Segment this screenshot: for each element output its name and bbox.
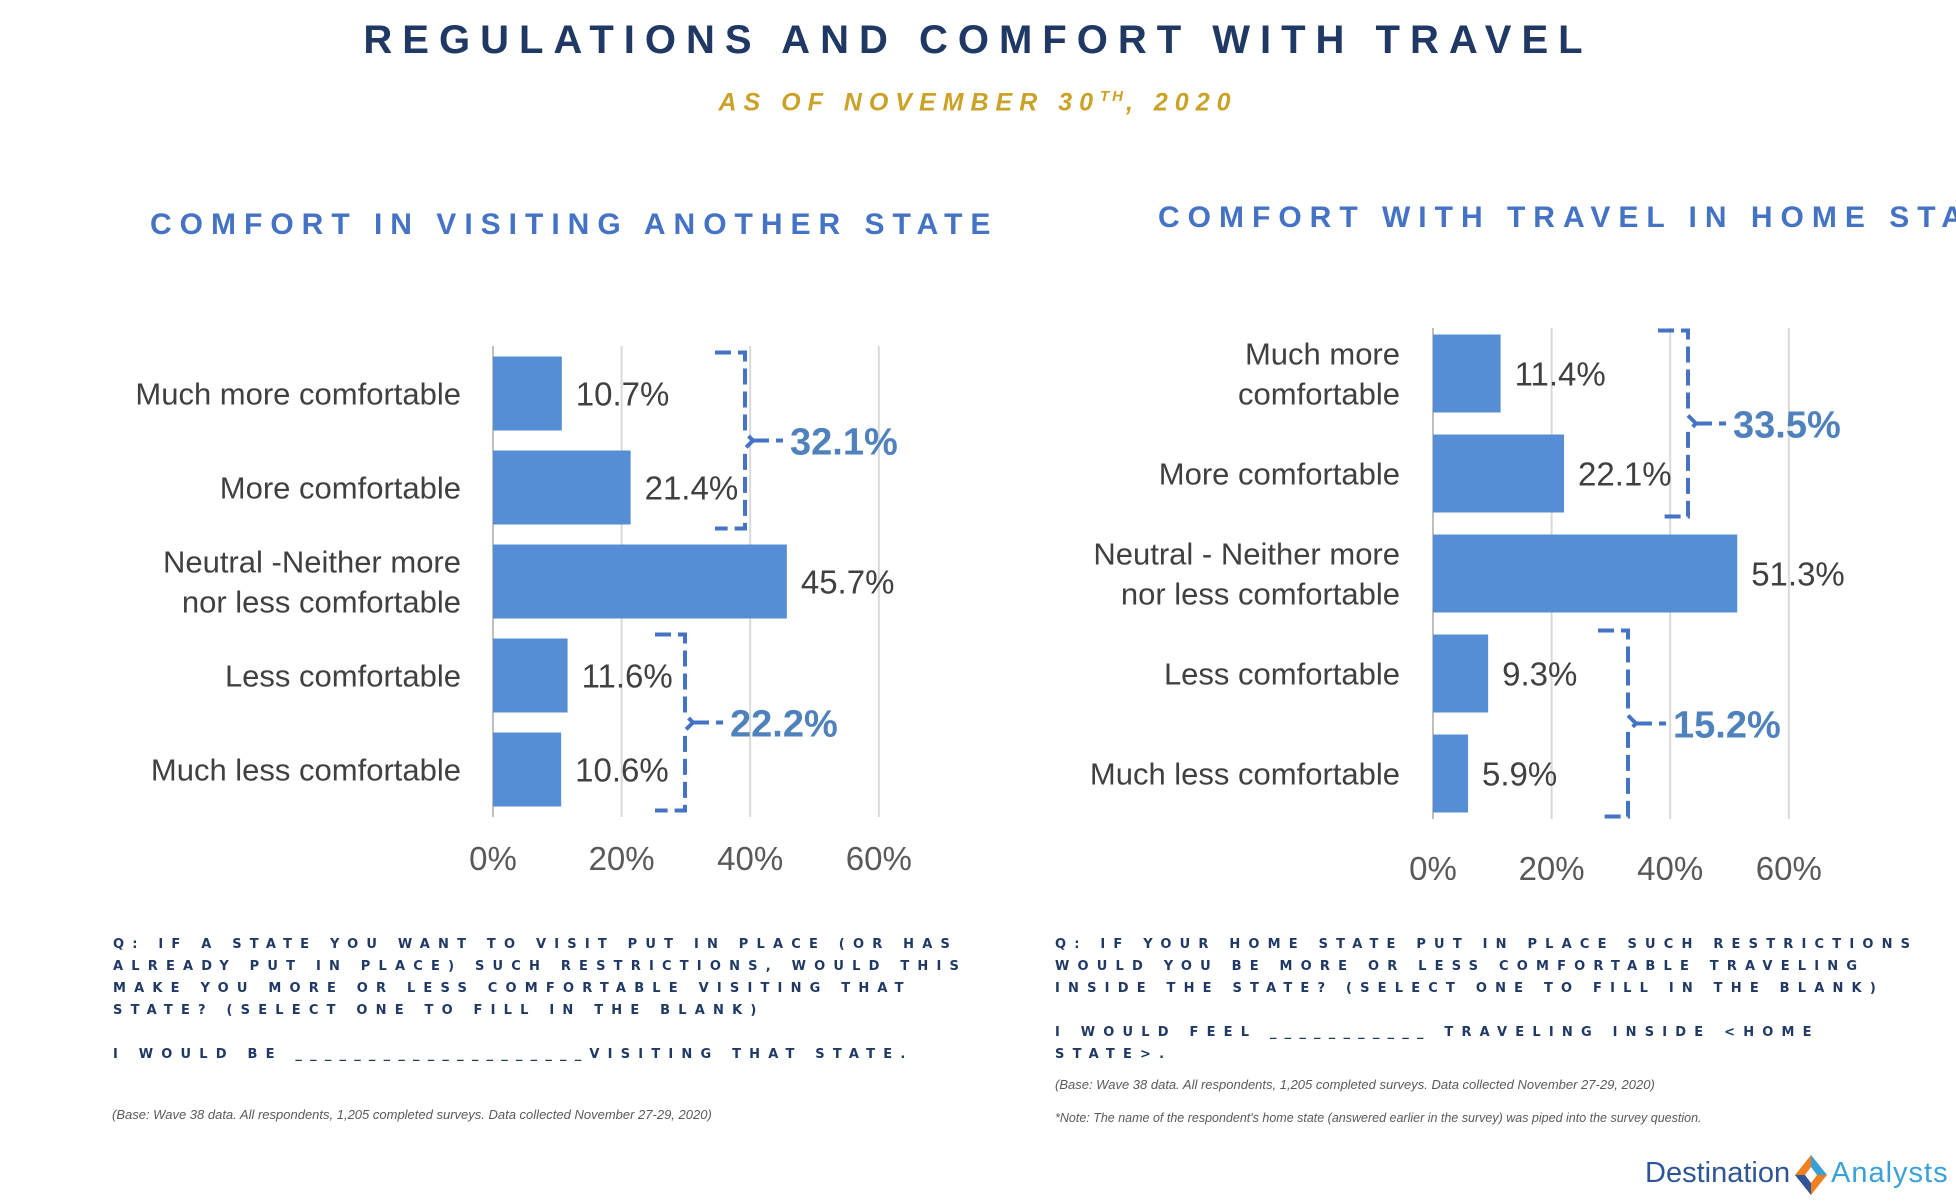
bar-value-label: 11.4% bbox=[1515, 356, 1606, 393]
bracket-total-label: 15.2% bbox=[1673, 705, 1781, 747]
category-label: Neutral -Neither more bbox=[163, 545, 461, 580]
x-tick-label: 0% bbox=[1409, 850, 1457, 880]
bar bbox=[1433, 534, 1738, 613]
bar bbox=[493, 544, 787, 619]
bracket-total-label: 22.2% bbox=[730, 704, 838, 746]
category-label: nor less comfortable bbox=[182, 585, 461, 620]
bar bbox=[493, 732, 562, 807]
bar-value-label: 10.7% bbox=[576, 376, 670, 413]
left-survey-question: Q: IF A STATE YOU WANT TO VISIT PUT IN P… bbox=[113, 934, 973, 1066]
x-tick-label: 20% bbox=[1519, 850, 1585, 880]
bar-value-label: 51.3% bbox=[1751, 556, 1845, 593]
x-tick-label: 40% bbox=[717, 840, 783, 877]
bar bbox=[493, 450, 631, 525]
category-label: Much more bbox=[1245, 337, 1400, 372]
right-base-note: (Base: Wave 38 data. All respondents, 1,… bbox=[1055, 1077, 1655, 1092]
left-base-note: (Base: Wave 38 data. All respondents, 1,… bbox=[112, 1107, 712, 1122]
category-label: More comfortable bbox=[220, 471, 461, 506]
subtitle-year: , 2020 bbox=[1126, 88, 1238, 117]
x-tick-label: 40% bbox=[1637, 850, 1703, 880]
bar bbox=[1433, 634, 1489, 713]
x-tick-label: 20% bbox=[589, 840, 655, 877]
category-label: More comfortable bbox=[1159, 457, 1400, 492]
page-title: REGULATIONS AND COMFORT WITH TRAVEL bbox=[363, 18, 1593, 62]
bar-value-label: 21.4% bbox=[645, 470, 739, 507]
bar bbox=[1433, 334, 1501, 413]
right-survey-question: Q: IF YOUR HOME STATE PUT IN PLACE SUCH … bbox=[1055, 934, 1935, 1066]
left-fill-in-text: I WOULD BE ____________________VISITING … bbox=[113, 1047, 914, 1062]
bar-value-label: 11.6% bbox=[582, 658, 673, 695]
category-label: comfortable bbox=[1238, 377, 1400, 412]
right-fill-in-text: I WOULD FEEL ___________ TRAVELING INSID… bbox=[1055, 1025, 1820, 1062]
category-label: Much more comfortable bbox=[135, 377, 461, 412]
logo-right-word: Analysts bbox=[1831, 1157, 1949, 1189]
bracket-total-label: 32.1% bbox=[790, 422, 898, 464]
bar bbox=[1433, 434, 1565, 513]
bar-value-label: 45.7% bbox=[801, 564, 895, 601]
right-chart-title: COMFORT WITH TRAVEL IN HOME STATE bbox=[1158, 201, 1956, 234]
bar-value-label: 9.3% bbox=[1502, 656, 1577, 693]
x-tick-label: 0% bbox=[469, 840, 517, 877]
category-label: Less comfortable bbox=[1164, 657, 1400, 692]
right-footnote: *Note: The name of the respondent's home… bbox=[1055, 1111, 1702, 1125]
left-bar-chart: 0% 20% 40% 60% 10.7% Much more comfortable 21.… bbox=[135, 346, 912, 877]
bar bbox=[493, 638, 568, 713]
category-label: nor less comfortable bbox=[1121, 577, 1400, 612]
bar-value-label: 5.9% bbox=[1482, 756, 1557, 793]
destination-analysts-logo: Destination Analysts bbox=[1645, 1153, 1950, 1197]
category-label: Less comfortable bbox=[225, 659, 461, 694]
bracket-total-label: 33.5% bbox=[1733, 405, 1841, 447]
left-chart-title: COMFORT IN VISITING ANOTHER STATE bbox=[150, 208, 999, 241]
bar-value-label: 22.1% bbox=[1578, 456, 1672, 493]
logo-diamond-icon bbox=[1795, 1155, 1827, 1195]
bar bbox=[1433, 734, 1468, 813]
category-label: Neutral - Neither more bbox=[1093, 537, 1400, 572]
left-question-text: Q: IF A STATE YOU WANT TO VISIT PUT IN P… bbox=[113, 937, 968, 1018]
right-bar-chart: 0% 20% 40% 60% 11.4% Much more comfortable 22.1… bbox=[1090, 328, 1845, 880]
subtitle-superscript: TH bbox=[1100, 88, 1127, 105]
category-label: Much less comfortable bbox=[1090, 757, 1400, 792]
bar bbox=[493, 356, 562, 431]
bar-value-label: 10.6% bbox=[575, 752, 669, 789]
right-question-text: Q: IF YOUR HOME STATE PUT IN PLACE SUCH … bbox=[1055, 937, 1919, 996]
page-subtitle: AS OF NOVEMBER 30TH, 2020 bbox=[0, 88, 1956, 117]
bracket bbox=[1598, 628, 1639, 819]
category-label: Much less comfortable bbox=[151, 753, 461, 788]
subtitle-text: AS OF NOVEMBER 30 bbox=[718, 88, 1101, 117]
x-tick-label: 60% bbox=[1756, 850, 1822, 880]
logo-left-word: Destination bbox=[1645, 1157, 1791, 1189]
x-tick-label: 60% bbox=[846, 840, 912, 877]
